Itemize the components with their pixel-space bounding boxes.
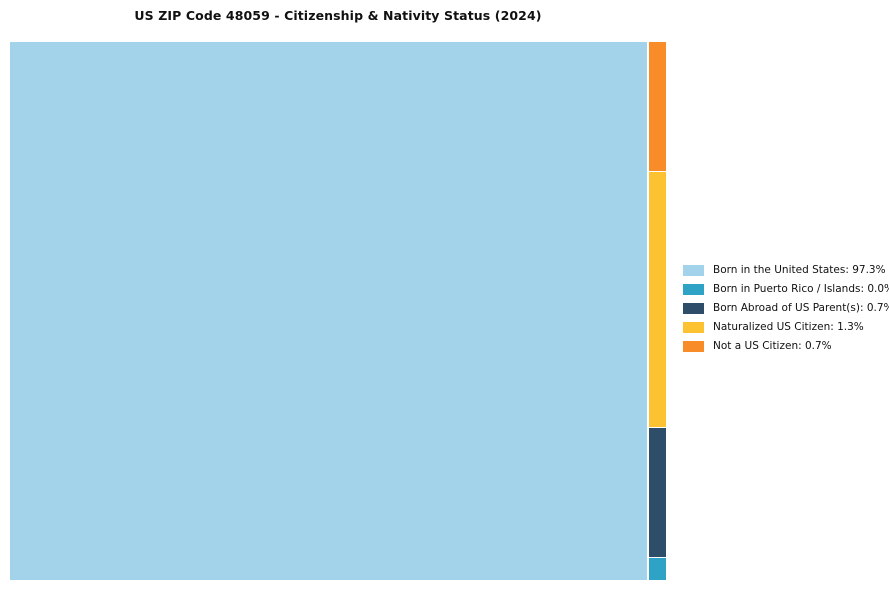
- treemap-gap: [646, 42, 649, 580]
- legend-swatch: [683, 341, 704, 352]
- chart-title: US ZIP Code 48059 - Citizenship & Nativi…: [134, 8, 542, 23]
- legend-item: Not a US Citizen: 0.7%: [683, 341, 889, 352]
- legend-item: Naturalized US Citizen: 1.3%: [683, 322, 889, 333]
- legend-label: Naturalized US Citizen: 1.3%: [713, 321, 864, 333]
- legend-swatch: [683, 322, 704, 333]
- legend: Born in the United States: 97.3% Born in …: [683, 265, 889, 360]
- treemap-rect-not-a-us-citizen: [648, 42, 666, 172]
- legend-item: Born in Puerto Rico / Islands: 0.0%: [683, 284, 889, 295]
- legend-label: Not a US Citizen: 0.7%: [713, 340, 832, 352]
- legend-swatch: [683, 284, 704, 295]
- treemap-rect-born-abroad-of-us-parent-s: [648, 427, 666, 557]
- legend-item: Born Abroad of US Parent(s): 0.7%: [683, 303, 889, 314]
- treemap-rect-naturalized-us-citizen: [648, 171, 666, 428]
- treemap-plot-area: [10, 42, 666, 580]
- treemap-column: [648, 42, 666, 580]
- legend-swatch: [683, 303, 704, 314]
- legend-swatch: [683, 265, 704, 276]
- treemap-rect-born-in-the-united-states: [10, 42, 647, 580]
- legend-label: Born in the United States: 97.3%: [713, 264, 886, 276]
- legend-label: Born Abroad of US Parent(s): 0.7%: [713, 302, 889, 314]
- legend-item: Born in the United States: 97.3%: [683, 265, 889, 276]
- legend-label: Born in Puerto Rico / Islands: 0.0%: [713, 283, 889, 295]
- treemap-rect-born-in-puerto-rico-islands: [648, 556, 666, 580]
